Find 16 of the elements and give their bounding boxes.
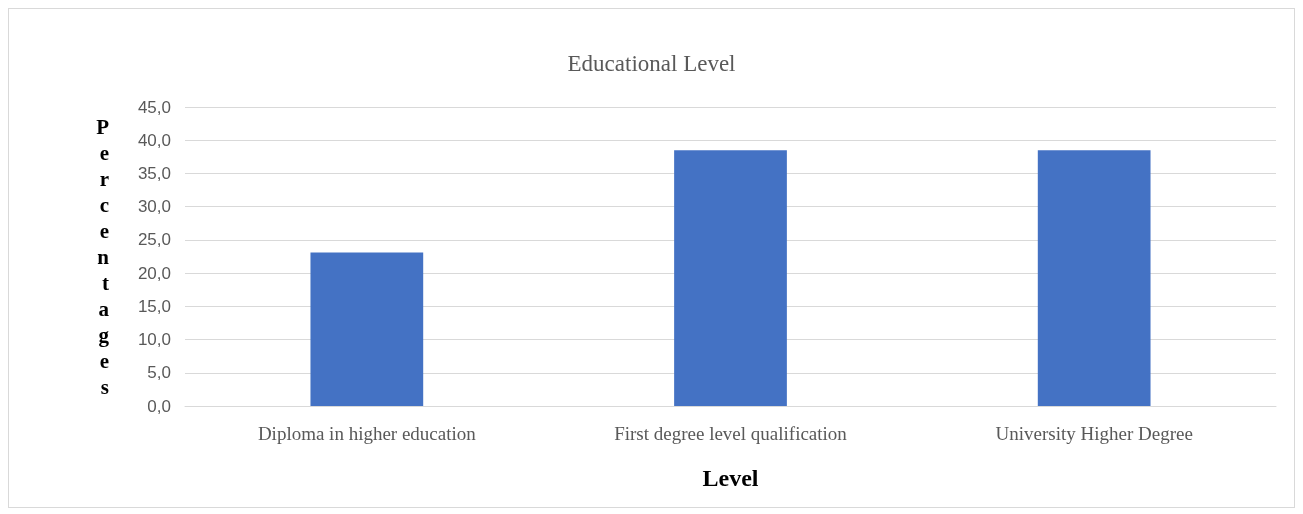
chart-title: Educational Level [567, 51, 736, 76]
y-tick-label: 30,0 [137, 197, 171, 217]
y-tick-label: 15,0 [137, 296, 171, 316]
x-tick-label: University Higher Degree [995, 423, 1193, 444]
text: Percentages [96, 114, 109, 399]
y-tick-label: 35,0 [137, 163, 171, 183]
x-axis-title: Level [702, 465, 759, 491]
y-tick-label: 5,0 [147, 363, 171, 383]
y-tick-label: 10,0 [137, 330, 171, 350]
x-tick-label: First degree level qualification [614, 423, 848, 444]
x-tick-label: Diploma in higher education [257, 423, 477, 444]
y-tick-label: 45,0 [137, 97, 171, 117]
y-tick-label: 0,0 [147, 396, 171, 416]
y-tick-label: 40,0 [137, 130, 171, 150]
y-tick-label: 25,0 [137, 230, 171, 250]
y-tick-label: 20,0 [137, 263, 171, 283]
